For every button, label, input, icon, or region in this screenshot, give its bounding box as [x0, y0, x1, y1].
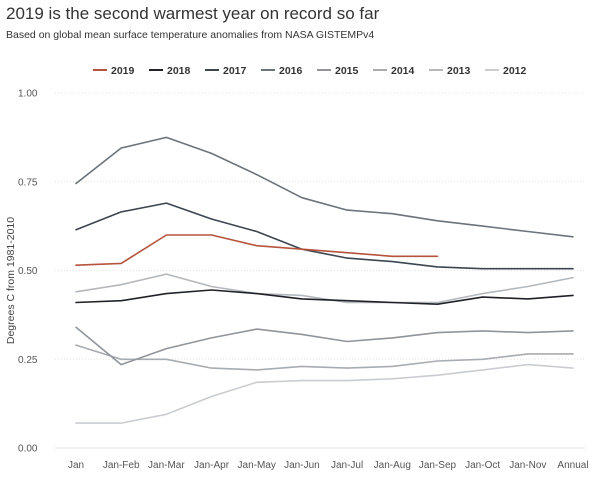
chart-subtitle: Based on global mean surface temperature… [6, 29, 375, 41]
series-line-2018 [75, 289, 574, 306]
x-tick-label: Jan-Sep [419, 460, 457, 471]
y-tick-label: 1.00 [18, 89, 38, 100]
legend-label: 2012 [503, 65, 527, 77]
legend-label: 2019 [111, 65, 135, 77]
x-tick-label: Jan-Mar [148, 460, 185, 471]
series-line-2014 [75, 344, 574, 371]
y-tick-label: 0.00 [18, 444, 38, 455]
x-tick-label: Jan-Apr [194, 460, 230, 471]
legend-label: 2015 [335, 65, 359, 77]
x-tick-label: Jan-Feb [103, 460, 140, 471]
chart-title: 2019 is the second warmest year on recor… [6, 4, 380, 23]
x-tick-label: Jan-Nov [509, 460, 546, 471]
x-tick-label: Jan [68, 460, 84, 471]
legend-label: 2013 [447, 65, 471, 77]
x-tick-label: Jan-Oct [465, 460, 500, 471]
y-tick-label: 0.25 [18, 355, 38, 366]
y-axis-label: Degrees C from 1981-2010 [5, 217, 17, 344]
series-line-2016 [75, 136, 574, 238]
series-line-2012 [75, 363, 574, 424]
legend-label: 2014 [391, 65, 415, 77]
x-tick-label: Jan-May [238, 460, 276, 471]
x-tick-label: Jan-Jun [284, 460, 320, 471]
legend-label: 2018 [167, 65, 191, 77]
series-line-2019 [75, 234, 439, 267]
legend-label: 2016 [279, 65, 303, 77]
series-line-2015 [75, 326, 574, 366]
series-line-2013 [75, 273, 574, 304]
y-tick-label: 0.50 [18, 266, 38, 277]
x-tick-label: Jan-Jul [331, 460, 363, 471]
y-tick-label: 0.75 [18, 177, 38, 188]
series-line-2017 [75, 202, 574, 270]
x-tick-label: Jan-Aug [374, 460, 411, 471]
legend-label: 2017 [223, 65, 247, 77]
x-tick-label: Annual [557, 460, 588, 471]
